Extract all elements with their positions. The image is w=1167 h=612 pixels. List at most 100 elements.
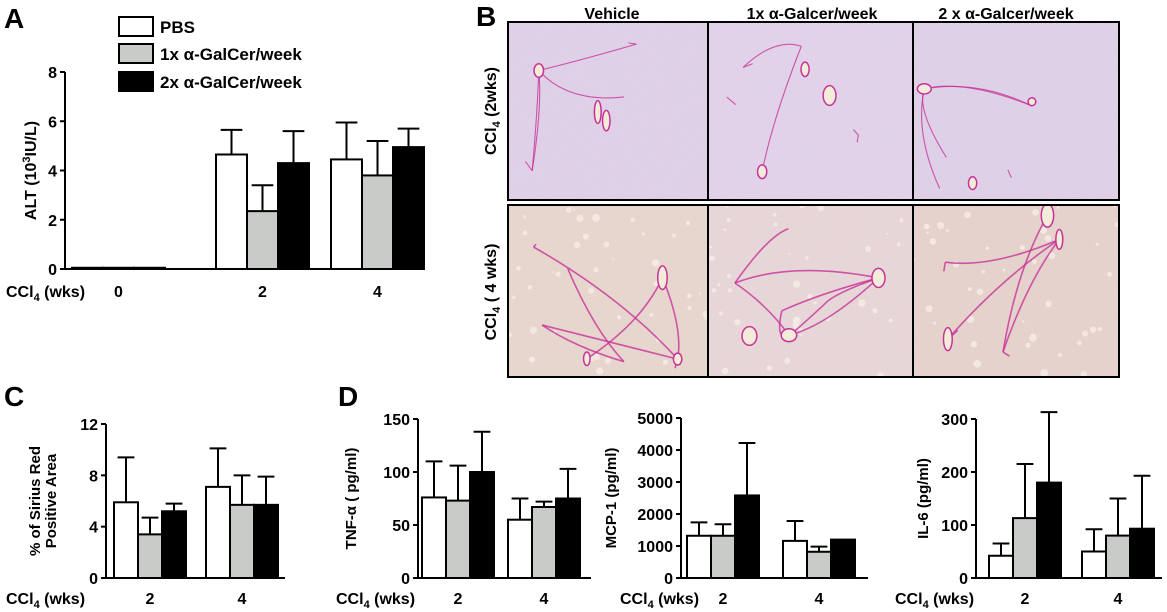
micrograph-vacuole (964, 211, 971, 219)
micrograph-vacuole (726, 274, 731, 278)
micrograph-vacuole (772, 212, 777, 217)
fibrosis-septum (531, 70, 540, 171)
micrograph-vacuole (1025, 342, 1031, 348)
micrograph-vacuole (773, 222, 778, 227)
central-vein (1027, 96, 1037, 107)
x-tick-label: 4 (238, 591, 247, 608)
x-tick-label: 4 (815, 591, 824, 608)
micrograph-vacuole (687, 305, 692, 311)
fibrosis-septum (943, 262, 947, 272)
bar (215, 153, 248, 270)
y-tick-label: 0 (664, 571, 673, 588)
micrograph-vacuole (876, 372, 885, 377)
micrograph-vacuole (1090, 326, 1097, 333)
micrograph-vacuole (899, 218, 904, 223)
central-vein (756, 164, 768, 180)
histology-column-1x: 1x α-Galcer/week (747, 6, 878, 23)
micrograph-vacuole (788, 252, 791, 255)
central-vein (800, 61, 810, 78)
histology-column-2x: 2 x α-Galcer/week (938, 6, 1073, 23)
central-vein (822, 84, 837, 107)
histology-panel: Vehicle 1x α-Galcer/week 2 x α-Galcer/we… (483, 6, 1120, 378)
micrograph-vacuole (933, 321, 937, 325)
y-tick-label: 5000 (637, 411, 673, 428)
bar (277, 162, 310, 270)
central-vein (741, 325, 758, 347)
micrograph-vacuole (1056, 206, 1060, 209)
micrograph-vacuole (662, 359, 669, 365)
micrograph-vacuole (630, 217, 636, 223)
bar (1129, 527, 1155, 580)
micrograph-vacuole (1002, 268, 1006, 272)
bar (1012, 517, 1038, 579)
panel-letter-d: D (338, 381, 358, 412)
bar (445, 499, 471, 579)
micrograph-vacuole (926, 231, 929, 235)
x-axis-label: CCl4 (wks) (895, 591, 974, 611)
bar (330, 158, 363, 270)
central-vein (593, 99, 602, 125)
micrograph-vacuole (970, 341, 978, 348)
histology-row-label-4wks: CCl4 ( 4 wks) (483, 244, 503, 341)
bar (133, 266, 166, 270)
fibrosis-septum (628, 42, 637, 45)
x-tick-label: 4 (540, 591, 549, 608)
legend-label-2x: 2x α-GalCer/week (160, 73, 302, 92)
y-tick-label: 0 (48, 262, 57, 279)
panel-letter-c: C (4, 381, 24, 412)
central-vein (601, 109, 611, 132)
y-tick-label: 100 (383, 465, 410, 482)
micrograph-vacuole (896, 242, 901, 247)
micrograph-vacuole (1040, 369, 1049, 377)
micrograph-vacuole (593, 267, 599, 273)
bar (102, 266, 135, 270)
micrograph-vacuole (981, 270, 986, 274)
fibrosis-septum (525, 161, 533, 172)
fibrosis-septum (566, 268, 625, 363)
bar (205, 485, 231, 579)
micrograph-vacuole (817, 205, 825, 212)
histology-column-vehicle: Vehicle (584, 6, 639, 23)
y-axis-label: % of Sirius RedPositive Area (27, 446, 60, 556)
fibrosis-septum (734, 269, 879, 284)
micrograph-vacuole (1097, 326, 1102, 332)
fibrosis-septum (1002, 215, 1049, 353)
y-tick-label: 50 (392, 518, 410, 535)
micrograph-vacuole (967, 286, 972, 292)
central-vein (942, 326, 953, 352)
micrograph-vacuole (1057, 352, 1062, 358)
micrograph-vacuole (723, 228, 727, 232)
micrograph-vacuole (925, 305, 933, 313)
fibrosis-septum (734, 227, 789, 284)
fibrosis-septum (538, 43, 637, 72)
x-axis-label: CCl4 (wks) (6, 591, 85, 611)
bar (421, 496, 447, 579)
fibrosis-septum (823, 277, 879, 306)
micrograph-vacuole (886, 232, 889, 235)
alt-chart: 0 2 4 6 8 ALT (103IU/L) 0 2 4 CCl4 (wks) (6, 65, 425, 304)
micrograph-vacuole (805, 256, 809, 260)
micrograph-vacuole (641, 232, 645, 236)
micrograph-vacuole (1019, 245, 1025, 251)
micrograph-vacuole (973, 359, 982, 368)
bar (555, 497, 581, 579)
micrograph-vacuole (1048, 252, 1056, 260)
micrograph-vacuole (727, 288, 733, 293)
bar (734, 494, 760, 579)
bar (531, 505, 557, 580)
bar (806, 550, 832, 580)
micrograph-vacuole (555, 271, 561, 277)
fibrosis-septum (541, 324, 678, 360)
y-tick-label: 12 (80, 417, 98, 434)
micrograph-vacuole (734, 319, 741, 326)
micrograph-vacuole (1045, 300, 1052, 308)
micrograph-vacuole (1095, 242, 1099, 246)
y-axis-label: ALT (103IU/L) (21, 121, 40, 220)
micrograph-vacuole (573, 241, 581, 249)
fibrosis-septum (538, 70, 625, 99)
y-tick-label: 200 (941, 465, 968, 482)
fibrosis-septum (761, 46, 802, 172)
bar (710, 534, 736, 580)
micrograph-vacuole (529, 326, 538, 334)
fibrosis-septum (742, 43, 802, 68)
